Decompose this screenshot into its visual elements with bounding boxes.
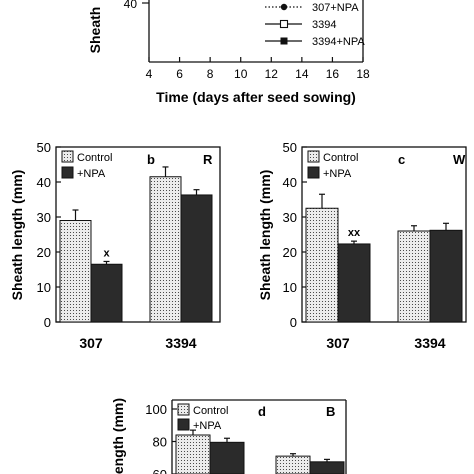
panel-c-corner-label: W <box>453 152 466 167</box>
panel-d-corner-label: B <box>326 404 335 419</box>
panel-d-ylabel: length (mm) <box>110 398 126 474</box>
y-tick-label: 20 <box>37 245 51 260</box>
open-square-marker-icon <box>279 19 289 29</box>
x-tick-label: 4 <box>146 67 153 81</box>
panel-d: length (mm) 60 80 100 Control +NPA d B <box>110 398 347 474</box>
panel-b-legend: Control +NPA <box>61 150 112 180</box>
legend-swatch-npa <box>307 166 320 179</box>
panel-b-yticks: 0 10 20 30 40 50 <box>37 140 61 330</box>
panel-b-frame <box>55 146 221 323</box>
y-tick-label: 0 <box>44 315 51 330</box>
legend-label-npa: +NPA <box>193 420 222 432</box>
y-tick-label: 100 <box>145 402 167 417</box>
legend-swatch-npa <box>177 418 190 431</box>
y-tick-label: 0 <box>290 315 297 330</box>
panel-a-ylabel: Sheath <box>87 7 103 54</box>
panel-a-legend: 307+NPA 3394 3394+NPA <box>265 2 365 48</box>
panel-b-letter: b <box>147 152 155 167</box>
legend-label-npa: +NPA <box>77 168 106 180</box>
legend-swatch-control <box>307 150 320 163</box>
y-tick-label: 10 <box>283 280 297 295</box>
x-tick-label: 6 <box>176 67 183 81</box>
y-tick-label: 30 <box>37 210 51 225</box>
legend-swatch-control <box>61 150 74 163</box>
bar-npa <box>180 194 213 323</box>
legend-swatch-npa <box>61 166 74 179</box>
y-tick-label: 50 <box>283 140 297 155</box>
panel-b: Sheath length (mm) 0 10 20 30 40 50 x 307 3394… <box>9 140 221 351</box>
category-label: 307 <box>326 335 350 351</box>
significance-annotation: xx <box>348 227 361 239</box>
panel-c-letter: c <box>398 152 405 167</box>
bar-control <box>149 176 182 323</box>
bar-npa <box>337 243 371 323</box>
y-tick-label: 40 <box>283 175 297 190</box>
bar-npa <box>309 461 345 474</box>
panel-c-bars: xx <box>305 193 463 323</box>
legend-label: 307+NPA <box>312 2 359 14</box>
panel-a-xticks: 4 6 8 10 12 14 16 18 <box>146 57 370 81</box>
panel-c: Sheath length (mm) 0 10 20 30 40 50 xx 307 339… <box>257 140 467 351</box>
panel-c-legend: Control +NPA <box>307 150 358 180</box>
panel-a-ytick-label: 40 <box>124 0 138 11</box>
y-tick-label: 40 <box>37 175 51 190</box>
bar-npa <box>429 229 463 323</box>
x-tick-label: 16 <box>326 67 340 81</box>
legend-label-npa: +NPA <box>323 168 352 180</box>
bar-npa <box>90 263 123 323</box>
legend-label: 3394 <box>312 19 336 31</box>
panel-c-frame <box>301 146 467 323</box>
filled-square-marker-icon <box>280 37 288 45</box>
panel-a: Sheath 40 4 6 8 10 12 14 16 18 Time (days after… <box>87 0 370 105</box>
bar-control <box>175 434 211 474</box>
panel-d-legend: Control +NPA <box>177 403 228 432</box>
category-label: 307 <box>79 335 103 351</box>
y-tick-label: 20 <box>283 245 297 260</box>
panel-c-categories: 307 3394 <box>326 335 445 351</box>
panel-b-ylabel: Sheath length (mm) <box>9 170 25 301</box>
y-tick-label: 50 <box>37 140 51 155</box>
legend-label: 3394+NPA <box>312 36 365 48</box>
y-tick-label: 80 <box>153 435 167 450</box>
y-tick-label: 60 <box>153 467 167 474</box>
panel-b-corner-label: R <box>203 152 213 167</box>
legend-label-control: Control <box>77 152 112 164</box>
x-tick-label: 10 <box>234 67 248 81</box>
legend-item-307-npa: 307+NPA <box>265 2 359 14</box>
panel-d-yticks: 60 80 100 <box>145 402 177 474</box>
panel-c-ylabel: Sheath length (mm) <box>257 170 273 301</box>
panel-b-bars: x <box>59 166 213 323</box>
legend-label-control: Control <box>193 405 228 417</box>
bar-control <box>305 207 339 323</box>
legend-item-3394: 3394 <box>265 19 336 31</box>
x-tick-label: 14 <box>295 67 309 81</box>
panel-a-xlabel: Time (days after seed sowing) <box>156 89 356 105</box>
category-label: 3394 <box>165 335 196 351</box>
bar-control <box>397 230 431 323</box>
x-tick-label: 18 <box>356 67 370 81</box>
bar-npa <box>209 441 245 474</box>
bar-control <box>59 220 92 323</box>
x-tick-label: 12 <box>265 67 279 81</box>
significance-annotation: x <box>103 247 110 259</box>
legend-item-3394-npa: 3394+NPA <box>265 36 365 48</box>
legend-swatch-control <box>177 403 190 416</box>
legend-label-control: Control <box>323 152 358 164</box>
category-label: 3394 <box>414 335 445 351</box>
y-tick-label: 10 <box>37 280 51 295</box>
panel-c-yticks: 0 10 20 30 40 50 <box>283 140 307 330</box>
filled-circle-marker-icon <box>280 3 288 11</box>
x-tick-label: 8 <box>207 67 214 81</box>
panel-d-letter: d <box>258 404 266 419</box>
bar-control <box>275 455 311 474</box>
y-tick-label: 30 <box>283 210 297 225</box>
panel-d-bars <box>175 429 345 474</box>
panel-b-categories: 307 3394 <box>79 335 196 351</box>
